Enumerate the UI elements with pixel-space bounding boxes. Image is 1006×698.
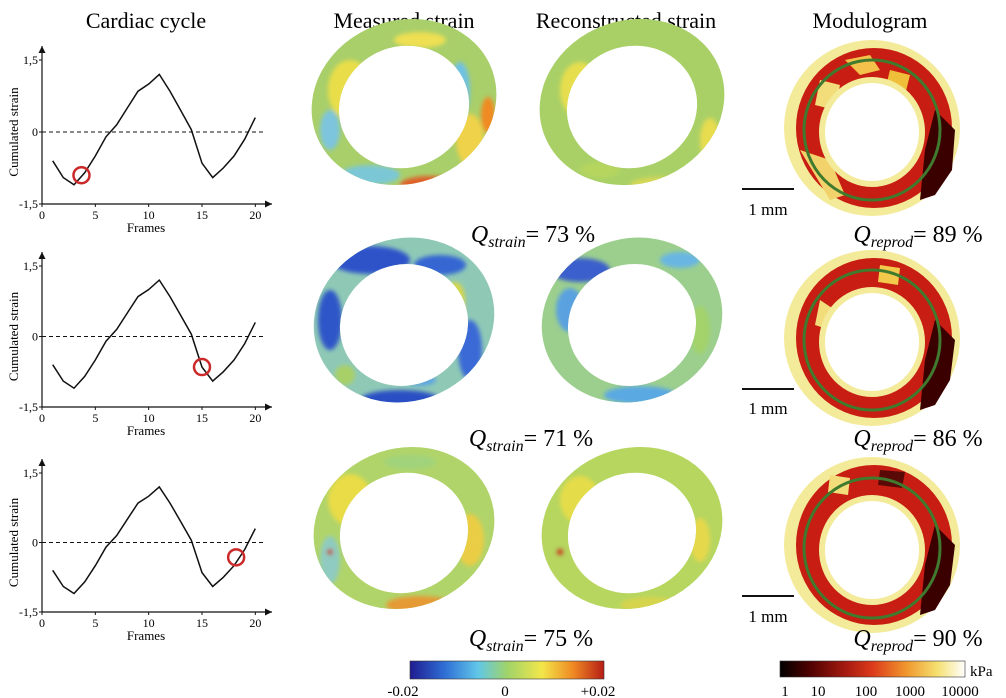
modulus-colorbar: kPa 1 10 100 1000 10000: [779, 660, 993, 698]
modulogram-row1: [784, 40, 960, 216]
q-strain-row3: Qstrain= 75 %: [469, 626, 593, 655]
x-tick-label: 10: [143, 208, 155, 222]
modulus-colorbar-unit: kPa: [970, 664, 993, 680]
x-tick-label: 10: [143, 411, 155, 425]
strain-colorbar: -0.02 0 +0.02: [387, 660, 616, 698]
y-axis-arrow-icon: [38, 459, 46, 466]
strain-colorbar-gradient: [409, 660, 605, 680]
mean-circle-icon: [802, 476, 942, 620]
heading-cardiac-cycle: Cardiac cycle: [86, 8, 206, 33]
y-tick-label: 0: [32, 330, 38, 344]
scale-bar-label: 1 mm: [748, 399, 787, 418]
x-tick-label: 20: [249, 208, 261, 222]
q-reprod-row2: Qreprod= 86 %: [853, 426, 982, 455]
y-tick-label: 0: [32, 536, 38, 550]
q-strain-row2: Qstrain= 71 %: [469, 426, 593, 455]
x-tick-label: 5: [92, 411, 98, 425]
cycle-marker-icon: [192, 357, 212, 377]
x-tick-label: 20: [249, 411, 261, 425]
scale-bar-row1: 1 mm: [742, 188, 794, 219]
x-tick-label: 15: [196, 411, 208, 425]
modulus-colorbar-tick-10: 10: [811, 684, 826, 698]
y-axis-label: Cumulated strain: [6, 497, 21, 587]
y-tick-label: 1,5: [23, 466, 38, 480]
strain-colorbar-tick-min: -0.02: [387, 684, 418, 698]
x-axis-label: Frames: [127, 423, 165, 438]
strain-curve: [52, 485, 256, 595]
x-tick-label: 10: [143, 616, 155, 630]
reconstructed-strain-map-row2: [541, 237, 723, 403]
y-tick-label: -1,5: [19, 605, 38, 619]
x-axis-arrow-icon: [265, 403, 272, 411]
x-tick-label: 20: [249, 616, 261, 630]
y-tick-label: 1,5: [23, 259, 38, 273]
x-tick-label: 5: [92, 208, 98, 222]
reconstructed-strain-map-row3: [541, 446, 723, 610]
y-tick-label: 0: [32, 125, 38, 139]
x-tick-label: 5: [92, 616, 98, 630]
x-axis-label: Frames: [127, 220, 165, 235]
x-axis-arrow-icon: [265, 200, 272, 208]
scale-bar-label: 1 mm: [748, 200, 787, 219]
strain-colorbar-tick-mid: 0: [501, 684, 509, 698]
reconstructed-strain-map-row1: [539, 18, 725, 186]
measured-strain-map-row2: [313, 237, 495, 403]
modulus-colorbar-tick-1000: 1000: [895, 684, 925, 698]
modulus-colorbar-tick-1: 1: [781, 684, 789, 698]
y-tick-label: -1,5: [19, 400, 38, 414]
y-axis-label: Cumulated strain: [6, 87, 21, 177]
strain-curve: [52, 278, 256, 390]
modulus-colorbar-tick-10000: 10000: [941, 684, 979, 698]
modulogram-row2: [784, 250, 960, 426]
measured-strain-map-row1: [311, 18, 497, 186]
cycle-marker-icon: [72, 165, 91, 185]
scale-bar-label: 1 mm: [748, 607, 787, 626]
mean-circle-icon: [802, 58, 942, 202]
y-tick-label: -1,5: [19, 197, 38, 211]
strain-colorbar-tick-max: +0.02: [581, 684, 616, 698]
y-tick-label: 1,5: [23, 53, 38, 67]
q-strain-row1: Qstrain= 73 %: [471, 222, 595, 251]
x-tick-label: 15: [196, 208, 208, 222]
x-axis-label: Frames: [127, 628, 165, 643]
x-tick-label: 15: [196, 616, 208, 630]
modulus-colorbar-gradient: [779, 660, 966, 678]
x-tick-label: 0: [39, 616, 45, 630]
cycle-marker-icon: [226, 548, 246, 567]
heading-modulogram: Modulogram: [813, 8, 928, 33]
y-axis-arrow-icon: [38, 252, 46, 259]
q-reprod-row3: Qreprod= 90 %: [853, 626, 982, 655]
x-axis-arrow-icon: [265, 608, 272, 616]
scale-bar-row2: 1 mm: [742, 388, 794, 418]
y-axis-arrow-icon: [38, 46, 46, 53]
mean-circle-icon: [802, 268, 942, 412]
modulogram-row3: [784, 457, 960, 633]
x-tick-label: 0: [39, 411, 45, 425]
measured-strain-map-row3: [313, 446, 495, 610]
modulus-colorbar-tick-100: 100: [855, 684, 878, 698]
y-axis-label: Cumulated strain: [6, 291, 21, 381]
q-reprod-row1: Qreprod= 89 %: [853, 222, 982, 251]
scale-bar-row3: 1 mm: [742, 595, 794, 626]
x-tick-label: 0: [39, 208, 45, 222]
